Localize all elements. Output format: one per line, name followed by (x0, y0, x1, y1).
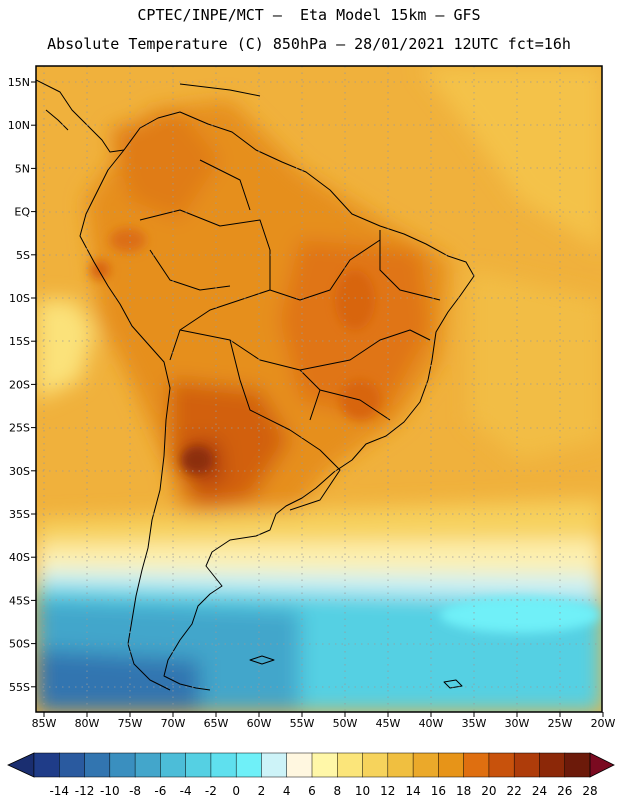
colorbar-swatch (337, 752, 364, 778)
lon-tick-label: 20W (591, 717, 616, 730)
map-title: CPTEC/INPE/MCT – Eta Model 15km – GFS (137, 6, 481, 24)
lat-tick-label: 5S (16, 249, 30, 262)
colorbar-label: -2 (205, 784, 217, 798)
lat-tick-label: 20S (9, 378, 30, 391)
lat-tick-label: 50S (9, 638, 30, 651)
colorbar-label: 12 (380, 784, 395, 798)
lon-tick-label: 55W (290, 717, 315, 730)
colorbar-label: 24 (532, 784, 547, 798)
colorbar-swatch (311, 752, 338, 778)
colorbar-label: -8 (129, 784, 141, 798)
longitude-axis: 85W 80W 75W 70W 65W 60W 55W 50W 45W 40W 35W 30W 25W 2… (32, 712, 616, 730)
lon-tick-label: 60W (247, 717, 272, 730)
map-frame (35, 65, 603, 713)
colorbar-swatch (59, 752, 86, 778)
lat-tick-label: 25S (9, 422, 30, 435)
colorbar-swatch (33, 752, 60, 778)
map-subtitle: Absolute Temperature (C) 850hPa – 28/01/… (47, 35, 571, 53)
lon-tick-label: 30W (505, 717, 530, 730)
lat-tick-label: 35S (9, 508, 30, 521)
lon-tick-label: 70W (161, 717, 186, 730)
lat-tick-label: 15S (9, 335, 30, 348)
colorbar-swatch (286, 752, 313, 778)
colorbar-swatch (438, 752, 465, 778)
lon-tick-label: 45W (376, 717, 401, 730)
colorbar-label: 0 (232, 784, 240, 798)
lat-tick-label: 55S (9, 681, 30, 694)
colorbar-label: 6 (308, 784, 316, 798)
colorbar-label: -12 (75, 784, 95, 798)
colorbar-swatch (463, 752, 490, 778)
colorbar-swatch (160, 752, 187, 778)
colorbar-label: -6 (154, 784, 166, 798)
colorbar-label: 16 (431, 784, 446, 798)
color-scale-bar: -14 -12 -10 -8 -6 -4 -2 0 2 4 6 8 10 12 14 16 18 20 22 24 26… (7, 752, 615, 798)
colorbar-label: 20 (481, 784, 496, 798)
colorbar-label: 22 (507, 784, 522, 798)
colorbar-label: 18 (456, 784, 471, 798)
colorbar-label: 14 (405, 784, 420, 798)
lat-tick-label: 15N (8, 76, 30, 89)
colorbar-label: -14 (49, 784, 69, 798)
lon-tick-label: 50W (333, 717, 358, 730)
lon-tick-label: 85W (32, 717, 57, 730)
colorbar-swatch (109, 752, 136, 778)
lon-tick-label: 40W (419, 717, 444, 730)
colorbar-swatch (564, 752, 591, 778)
colorbar-label: 8 (333, 784, 341, 798)
colorbar-label: 4 (283, 784, 291, 798)
colorbar-swatch (134, 752, 161, 778)
colorbar-swatch (513, 752, 541, 778)
lon-tick-label: 65W (204, 717, 229, 730)
lat-tick-label: 5N (15, 162, 30, 175)
colorbar-label: 28 (582, 784, 597, 798)
colorbar-swatch (235, 752, 263, 778)
lon-tick-label: 35W (462, 717, 487, 730)
colorbar-swatch (185, 752, 212, 778)
lon-tick-label: 80W (75, 717, 100, 730)
colorbar-swatch (488, 752, 515, 778)
colorbar-label: -10 (100, 784, 120, 798)
colorbar-under-triangle (7, 752, 35, 778)
colorbar-swatch (539, 752, 566, 778)
colorbar-label: -4 (180, 784, 192, 798)
colorbar-swatch (387, 752, 414, 778)
colorbar-over-triangle (589, 752, 615, 778)
colorbar-swatch (412, 752, 439, 778)
lon-tick-label: 25W (548, 717, 573, 730)
colorbar-swatch (261, 752, 288, 778)
lat-tick-label: 30S (9, 465, 30, 478)
colorbar-label: 26 (557, 784, 572, 798)
colorbar-label: 2 (258, 784, 266, 798)
lat-tick-label: 40S (9, 551, 30, 564)
colorbar-swatch (210, 752, 237, 778)
lat-tick-label: 10N (8, 119, 30, 132)
lon-tick-label: 75W (118, 717, 143, 730)
colorbar-label: 10 (355, 784, 370, 798)
lat-tick-label: EQ (14, 206, 30, 219)
latitude-axis: 15N 10N 5N EQ 5S 10S 15S 20S 25S 30S 35S 40S 45S 50S 5… (8, 76, 36, 694)
lat-tick-label: 10S (9, 292, 30, 305)
colorbar-swatch (362, 752, 389, 778)
lat-tick-label: 45S (9, 594, 30, 607)
colorbar-swatch (84, 752, 111, 778)
temperature-field (36, 66, 602, 712)
